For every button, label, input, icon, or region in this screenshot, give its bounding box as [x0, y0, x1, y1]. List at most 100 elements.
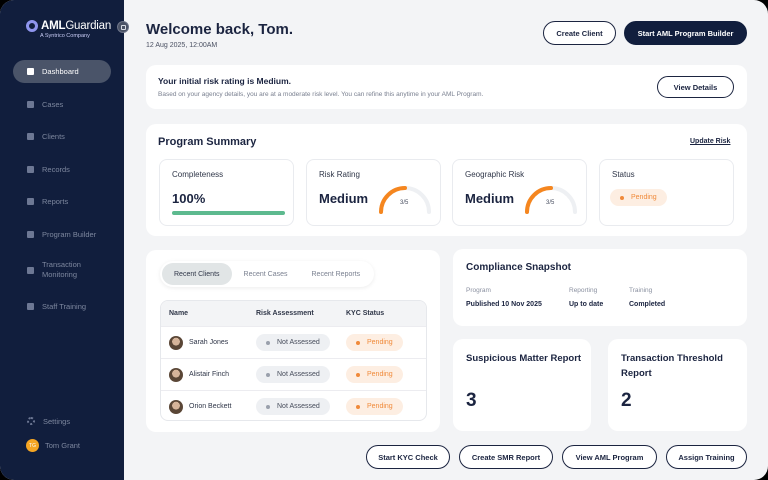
risk-value: Not Assessed [277, 403, 320, 410]
risk-alert-banner: Your initial risk rating is Medium. Base… [146, 65, 747, 109]
recent-clients-table: Name Risk Assessment KYC Status Sarah Jo… [160, 300, 427, 421]
sidebar-item-records[interactable]: Records [13, 158, 111, 181]
table-row[interactable]: Orion Beckett Not Assessed Pending [161, 390, 426, 420]
nav-label: Settings [43, 416, 71, 426]
table-row[interactable]: Sarah Jones Not Assessed Pending [161, 326, 426, 358]
geographic-gauge-icon [525, 186, 577, 214]
smr-card[interactable]: Suspicious Matter Report 3 [453, 339, 591, 431]
alert-title: Your initial risk rating is Medium. [158, 76, 292, 86]
assign-training-button[interactable]: Assign Training [666, 445, 747, 469]
page-title: Welcome back, Tom. [146, 21, 293, 38]
client-name: Orion Beckett [189, 403, 232, 410]
sidebar-item-dashboard[interactable]: Dashboard [13, 60, 111, 83]
column-name: Name [169, 310, 189, 317]
nav-label: Clients [42, 132, 65, 141]
table-row[interactable]: Alistair Finch Not Assessed Pending [161, 358, 426, 390]
shield-logo-icon [26, 20, 38, 32]
grid-icon [27, 68, 34, 75]
client-avatar [169, 336, 183, 350]
completeness-value: 100% [172, 191, 206, 206]
recent-tabs: Recent Clients Recent Cases Recent Repor… [160, 261, 375, 287]
compliance-snapshot-title: Compliance Snapshot [466, 262, 572, 273]
view-aml-program-button[interactable]: View AML Program [562, 445, 657, 469]
gear-icon [27, 417, 35, 425]
collapse-sidebar-button[interactable] [117, 21, 129, 33]
kyc-value: Pending [367, 403, 393, 410]
risk-value: Not Assessed [277, 371, 320, 378]
status-value: Pending [631, 194, 657, 201]
document-icon [27, 165, 34, 173]
kyc-value: Pending [367, 339, 393, 346]
program-label: Program [466, 287, 491, 294]
monitor-icon [27, 266, 34, 274]
brand-name: Guardian [65, 20, 112, 32]
sidebar-item-cases[interactable]: Cases [13, 93, 111, 116]
nav-label: Records [42, 164, 70, 174]
start-aml-program-builder-button[interactable]: Start AML Program Builder [624, 21, 747, 45]
start-kyc-check-button[interactable]: Start KYC Check [366, 445, 450, 469]
kyc-badge: Pending [346, 366, 403, 383]
update-risk-link[interactable]: Update Risk [690, 138, 731, 145]
client-name: Sarah Jones [189, 339, 229, 346]
user-profile[interactable]: TG Tom Grant [26, 439, 80, 452]
program-icon [27, 230, 34, 238]
dot-icon [266, 404, 270, 409]
nav-label: Program Builder [42, 229, 97, 239]
training-value: Completed [629, 301, 666, 308]
smr-title: Suspicious Matter Report [466, 353, 582, 364]
sidebar-item-settings[interactable]: Settings [13, 411, 111, 431]
completeness-progress-bar [172, 211, 285, 215]
sidebar-nav: Dashboard Cases Clients Records Reports … [13, 60, 111, 327]
sidebar-item-transaction-monitoring[interactable]: Transaction Monitoring [13, 255, 111, 285]
table-header: Name Risk Assessment KYC Status [161, 301, 426, 326]
kyc-value: Pending [367, 371, 393, 378]
tab-recent-clients[interactable]: Recent Clients [162, 263, 232, 285]
create-smr-report-button[interactable]: Create SMR Report [459, 445, 553, 469]
column-risk-assessment: Risk Assessment [256, 310, 314, 317]
current-datetime: 12 Aug 2025, 12:00AM [146, 42, 218, 49]
sidebar-toggle-icon [120, 24, 126, 30]
sidebar-item-reports[interactable]: Reports [13, 190, 111, 213]
dot-icon [356, 340, 360, 345]
geographic-risk-score: 3/5 [546, 200, 555, 206]
avatar: TG [26, 439, 39, 452]
view-details-button[interactable]: View Details [657, 76, 734, 98]
sidebar-item-staff-training[interactable]: Staff Training [13, 295, 111, 318]
geographic-risk-card: Geographic Risk Medium 3/5 [452, 159, 587, 226]
tab-recent-reports[interactable]: Recent Reports [311, 270, 361, 278]
geographic-risk-value: Medium [465, 191, 515, 206]
brand-subtitle: A Syntrico Company [40, 33, 90, 39]
tab-recent-cases[interactable]: Recent Cases [243, 270, 288, 278]
alert-description: Based on your agency details, you are at… [158, 91, 484, 98]
training-label: Training [629, 287, 653, 294]
ttr-card[interactable]: Transaction Threshold Report 2 [608, 339, 747, 431]
status-card: Status Pending [599, 159, 734, 226]
geographic-risk-label: Geographic Risk [465, 170, 525, 179]
nav-label: Staff Training [42, 301, 87, 311]
sidebar-item-clients[interactable]: Clients [13, 125, 111, 148]
status-badge: Pending [610, 189, 667, 206]
completeness-card: Completeness 100% [159, 159, 294, 226]
brand-name-bold: AML [41, 20, 66, 32]
main-content: Welcome back, Tom. 12 Aug 2025, 12:00AM … [124, 0, 768, 480]
dot-icon [356, 372, 360, 377]
ttr-title: Transaction Threshold Report [621, 353, 723, 379]
dot-icon [266, 340, 270, 345]
kyc-badge: Pending [346, 398, 403, 415]
nav-label: Dashboard [42, 67, 79, 76]
risk-badge: Not Assessed [256, 398, 330, 415]
sidebar: AMLGuardian A Syntrico Company Dashboard… [0, 0, 129, 480]
risk-rating-value: Medium [319, 191, 369, 206]
client-avatar [169, 400, 183, 414]
create-client-button[interactable]: Create Client [543, 21, 616, 45]
user-icon [27, 133, 34, 140]
smr-count: 3 [466, 390, 477, 411]
completeness-label: Completeness [172, 170, 224, 179]
status-label: Status [612, 170, 635, 179]
brand-logo[interactable]: AMLGuardian [26, 20, 111, 32]
risk-badge: Not Assessed [256, 334, 330, 351]
program-summary-title: Program Summary [158, 136, 257, 148]
nav-label: Transaction Monitoring [42, 260, 81, 279]
sidebar-item-program-builder[interactable]: Program Builder [13, 223, 111, 246]
